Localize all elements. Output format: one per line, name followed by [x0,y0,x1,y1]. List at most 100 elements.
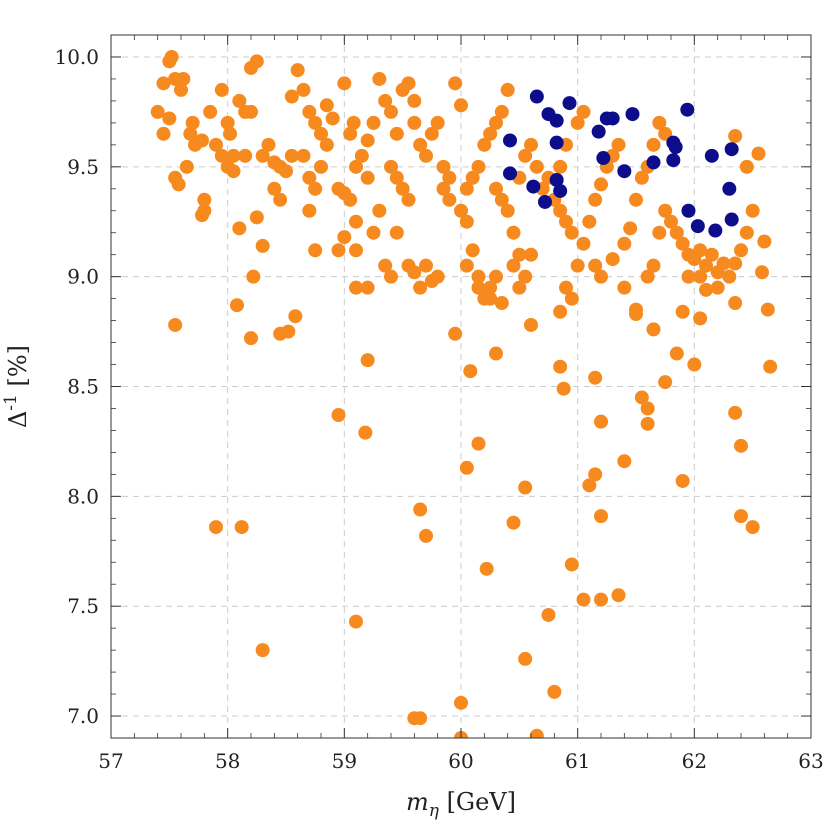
orange-point [500,203,515,218]
orange-point [308,243,323,258]
orange-point [162,111,177,126]
orange-point [220,115,235,130]
orange-point [524,137,538,152]
x-tick-label: 62 [682,749,707,773]
orange-point [529,159,544,174]
orange-point [238,148,253,163]
blue-point [690,219,705,234]
orange-point [325,111,340,126]
orange-point [366,225,381,240]
orange-point [547,684,562,699]
orange-point [454,203,468,218]
orange-point [308,181,323,196]
orange-point [471,436,486,451]
orange-point [479,561,494,576]
orange-point [518,269,533,284]
orange-point [255,148,270,163]
orange-point [436,181,451,196]
orange-point [669,225,684,240]
tick-labels: 57 58 59 60 61 62 63 7.0 7.5 8.0 8.5 9.0 9.5 10.0 [54,45,823,773]
orange-point [570,115,585,130]
orange-point [171,177,186,192]
blue-point [680,102,695,117]
orange-point [582,214,597,229]
orange-point [489,115,503,130]
orange-point [471,280,486,295]
orange-point [358,425,373,440]
orange-point [424,126,439,141]
orange-point [214,82,229,97]
orange-point [448,76,463,91]
orange-point [395,181,410,196]
blue-point [681,203,696,218]
orange-point [576,104,591,119]
blue-point [503,166,517,181]
x-tick-label: 59 [332,749,357,773]
orange-point [739,159,754,174]
orange-point [195,208,209,223]
orange-point [760,302,775,317]
blue-point [724,142,739,157]
orange-point [553,203,568,218]
blue-point [553,183,568,198]
orange-point [605,252,620,267]
orange-point [564,291,579,306]
orange-point [658,375,673,390]
orange-point [384,104,398,119]
orange-point [675,473,690,488]
orange-point [529,728,544,738]
orange-point [389,225,404,240]
orange-point [728,296,743,311]
orange-point [168,317,183,332]
x-tick-label: 58 [215,749,240,773]
orange-point [331,243,346,258]
orange-point [284,148,299,163]
orange-point [442,192,457,207]
orange-point [372,203,387,218]
orange-point [413,280,428,295]
orange-point [302,170,317,185]
orange-point [463,364,478,379]
orange-point [255,238,270,253]
orange-point [465,243,480,258]
orange-point [500,82,515,97]
orange-point [366,115,381,130]
orange-point [314,126,328,141]
orange-point [477,137,492,152]
orange-point [652,225,667,240]
orange-point [349,159,363,174]
blue-point [646,155,661,170]
y-tick-label: 9.5 [67,155,99,179]
orange-point [553,304,568,319]
orange-point [755,265,769,280]
y-tick-label: 7.0 [67,704,99,728]
x-axis-label: mη [GeV] [406,788,516,821]
orange-point [652,115,667,130]
orange-point [716,256,731,271]
orange-point [319,137,334,152]
orange-point [234,520,249,535]
orange-point [308,115,323,130]
orange-point [693,243,708,258]
orange-point [658,126,673,141]
orange-point [267,181,282,196]
orange-point [176,71,191,86]
orange-point [629,192,643,207]
orange-point [564,557,579,572]
orange-point [588,258,603,273]
orange-point [629,307,643,322]
orange-point [337,230,352,245]
orange-point [360,353,375,368]
orange-point [751,146,766,161]
orange-point [407,93,422,108]
orange-point [349,214,363,229]
y-tick-label: 9.0 [67,265,99,289]
blue-point [562,96,577,111]
orange-point [185,115,200,130]
orange-point [489,181,503,196]
orange-point [611,137,626,152]
orange-point [553,159,568,174]
y-tick-label: 8.5 [67,375,99,399]
orange-point [757,234,772,249]
